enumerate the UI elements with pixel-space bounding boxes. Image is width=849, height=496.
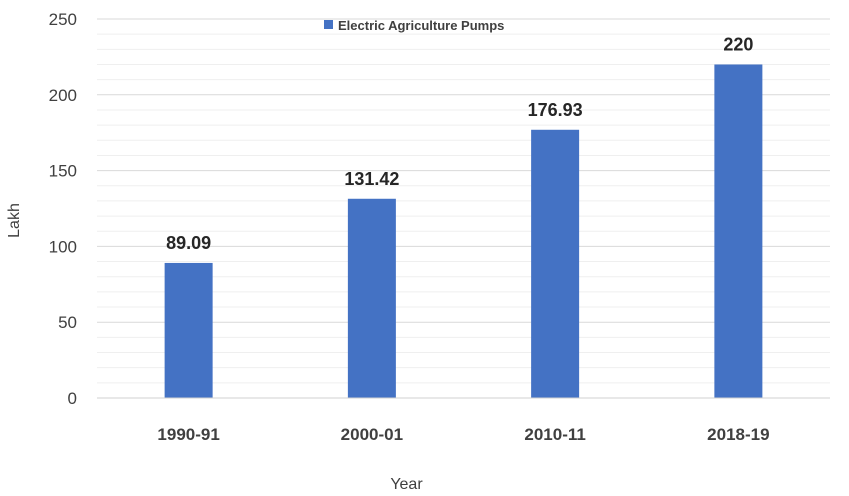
data-label: 89.09 — [166, 233, 211, 253]
data-labels: 89.09 131.42 176.93 220 — [166, 34, 753, 252]
x-tick-label: 1990-91 — [157, 425, 219, 444]
bar-2010-11 — [531, 129, 580, 399]
y-tick-label: 50 — [58, 313, 77, 332]
y-tick-label: 0 — [68, 389, 77, 408]
y-tick-label: 200 — [49, 86, 77, 105]
bars — [164, 64, 763, 399]
x-tick-label: 2000-01 — [341, 425, 403, 444]
data-label: 176.93 — [528, 100, 583, 120]
y-axis-ticks: 0 50 100 150 200 250 — [49, 10, 77, 408]
x-tick-label: 2010-11 — [524, 425, 585, 444]
y-tick-label: 150 — [49, 162, 77, 181]
bar-2018-19 — [714, 64, 763, 398]
x-axis-ticks: 1990-91 2000-01 2010-11 2018-19 — [157, 425, 769, 444]
legend-label: Electric Agriculture Pumps — [338, 18, 504, 33]
x-axis-title: Year — [390, 476, 423, 493]
data-label: 220 — [723, 34, 753, 54]
legend-swatch — [324, 20, 333, 29]
legend: Electric Agriculture Pumps — [324, 18, 504, 33]
x-tick-label: 2018-19 — [707, 425, 769, 444]
y-axis-title: Lakh — [6, 203, 23, 238]
gridlines — [97, 18, 830, 399]
y-tick-label: 250 — [49, 10, 77, 29]
bar-2000-01 — [347, 198, 396, 398]
data-label: 131.42 — [344, 169, 399, 189]
bar-1990-91 — [164, 262, 213, 398]
y-tick-label: 100 — [49, 237, 77, 256]
